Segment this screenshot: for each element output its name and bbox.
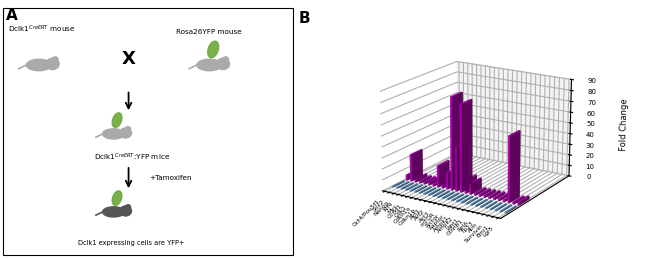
Text: +Tamoxifen: +Tamoxifen: [150, 175, 192, 181]
Text: Rosa26YFP mouse: Rosa26YFP mouse: [176, 29, 242, 35]
Circle shape: [120, 206, 131, 216]
Ellipse shape: [103, 207, 125, 217]
Ellipse shape: [103, 129, 125, 139]
Text: Dclk1$^{CreERT}$:YFP mice: Dclk1$^{CreERT}$:YFP mice: [94, 152, 170, 163]
Circle shape: [46, 58, 59, 70]
Ellipse shape: [208, 41, 218, 58]
Ellipse shape: [197, 59, 222, 71]
Circle shape: [223, 57, 228, 62]
Text: Dclk1 expressing cells are YFP+: Dclk1 expressing cells are YFP+: [78, 240, 185, 246]
Ellipse shape: [112, 113, 122, 127]
Circle shape: [125, 205, 131, 209]
Ellipse shape: [27, 59, 51, 71]
Circle shape: [53, 57, 58, 62]
Circle shape: [120, 128, 131, 138]
Text: Dclk1$^{CreERT}$ mouse: Dclk1$^{CreERT}$ mouse: [8, 24, 75, 35]
Text: A: A: [6, 8, 18, 23]
Ellipse shape: [112, 191, 122, 205]
Text: B: B: [299, 11, 311, 26]
Circle shape: [216, 58, 229, 70]
Text: X: X: [122, 49, 135, 68]
Circle shape: [125, 127, 131, 131]
